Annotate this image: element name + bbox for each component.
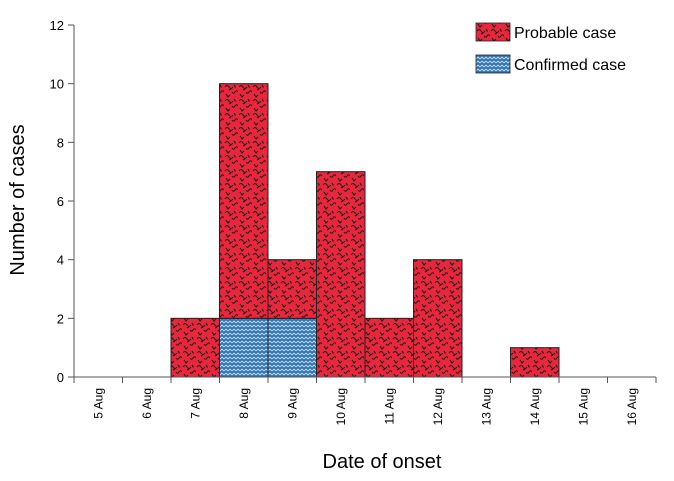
x-axis-title: Date of onset	[323, 451, 442, 473]
legend-label-probable: Probable case	[514, 25, 616, 42]
x-tick-label: 7 Aug	[188, 388, 202, 419]
y-tick-label: 2	[57, 311, 64, 326]
bar-probable-case-12-aug	[413, 259, 463, 378]
x-axis: 5 Aug 6 Aug 7 Aug 8 Aug 9 Aug 10 Aug 11 Aug 12 …	[73, 376, 657, 425]
x-tick-label: 6 Aug	[140, 388, 154, 419]
bar-probable-case-9-aug	[267, 259, 317, 319]
x-tick-label: 13 Aug	[479, 388, 493, 425]
x-tick-label: 12 Aug	[431, 388, 445, 425]
bars-layer	[170, 83, 560, 378]
y-tick-label: 0	[57, 370, 64, 385]
x-tick-label: 16 Aug	[625, 388, 639, 425]
x-tick-label: 14 Aug	[528, 388, 542, 425]
x-tick-label: 5 Aug	[91, 388, 105, 419]
y-axis: 0 2 4 6 8 10 12	[50, 18, 75, 385]
x-tick-label: 15 Aug	[576, 388, 590, 425]
bar-probable-case-8-aug	[219, 83, 269, 319]
bar-confirmed-case-8-aug	[219, 317, 269, 378]
bar-probable-case-14-aug	[510, 347, 560, 378]
legend: Probable case Confirmed case	[475, 22, 626, 74]
bar-probable-case-11-aug	[364, 317, 414, 378]
x-tick-label: 8 Aug	[237, 388, 251, 419]
y-axis-title: Number of cases	[7, 124, 29, 275]
x-tick-label: 9 Aug	[285, 388, 299, 419]
bar-probable-case-7-aug	[170, 317, 220, 378]
bar-probable-case-10-aug	[316, 171, 366, 378]
y-tick-label: 12	[50, 18, 64, 33]
x-tick-label: 11 Aug	[382, 388, 396, 424]
legend-label-confirmed: Confirmed case	[514, 57, 626, 74]
legend-swatch-probable	[475, 22, 511, 42]
y-tick-label: 8	[57, 135, 64, 150]
y-tick-label: 6	[57, 194, 64, 209]
legend-swatch-confirmed	[475, 54, 511, 74]
y-tick-label: 10	[50, 77, 64, 92]
x-tick-label: 10 Aug	[334, 388, 348, 425]
y-tick-label: 4	[57, 253, 64, 268]
bar-confirmed-case-9-aug	[267, 317, 317, 378]
